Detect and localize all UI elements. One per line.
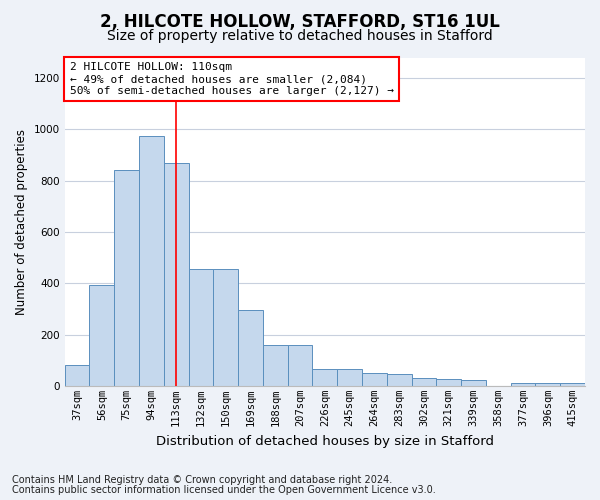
Bar — [461, 380, 486, 386]
Text: Contains public sector information licensed under the Open Government Licence v3: Contains public sector information licen… — [12, 485, 436, 495]
Bar — [114, 170, 139, 386]
Bar — [535, 382, 560, 386]
Bar — [238, 310, 263, 386]
Bar — [337, 369, 362, 386]
Bar — [65, 366, 89, 386]
Bar — [436, 380, 461, 386]
Bar — [387, 374, 412, 386]
Text: Size of property relative to detached houses in Stafford: Size of property relative to detached ho… — [107, 29, 493, 43]
Bar — [560, 382, 585, 386]
Text: 2 HILCOTE HOLLOW: 110sqm
← 49% of detached houses are smaller (2,084)
50% of sem: 2 HILCOTE HOLLOW: 110sqm ← 49% of detach… — [70, 62, 394, 96]
Bar — [214, 269, 238, 386]
Bar — [412, 378, 436, 386]
Text: Contains HM Land Registry data © Crown copyright and database right 2024.: Contains HM Land Registry data © Crown c… — [12, 475, 392, 485]
Bar — [263, 345, 287, 386]
Bar — [511, 382, 535, 386]
Bar — [89, 284, 114, 386]
Bar — [287, 345, 313, 386]
Text: 2, HILCOTE HOLLOW, STAFFORD, ST16 1UL: 2, HILCOTE HOLLOW, STAFFORD, ST16 1UL — [100, 12, 500, 30]
Bar — [313, 369, 337, 386]
X-axis label: Distribution of detached houses by size in Stafford: Distribution of detached houses by size … — [156, 434, 494, 448]
Bar — [362, 373, 387, 386]
Bar — [188, 269, 214, 386]
Bar — [139, 136, 164, 386]
Bar — [164, 162, 188, 386]
Y-axis label: Number of detached properties: Number of detached properties — [15, 128, 28, 314]
